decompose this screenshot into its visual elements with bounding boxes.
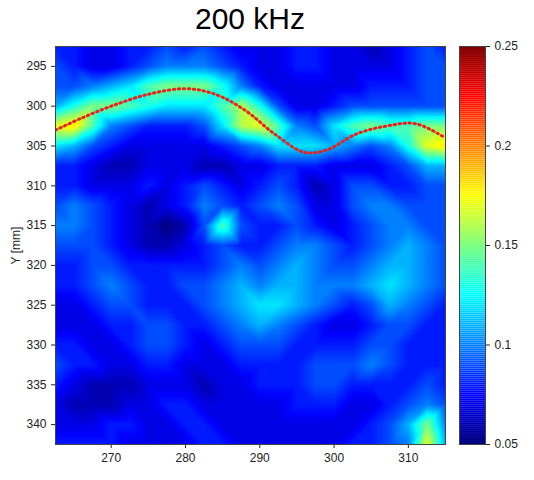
svg-text:0.2: 0.2 xyxy=(495,139,512,153)
svg-text:300: 300 xyxy=(26,99,46,113)
svg-text:300: 300 xyxy=(324,451,344,465)
svg-text:310: 310 xyxy=(26,179,46,193)
svg-text:290: 290 xyxy=(250,451,270,465)
html-text:200 kHz: 200 kHz xyxy=(195,2,305,35)
svg-text:340: 340 xyxy=(26,417,46,431)
svg-text:325: 325 xyxy=(26,298,46,312)
svg-text:330: 330 xyxy=(26,338,46,352)
svg-text:0.15: 0.15 xyxy=(495,238,519,252)
svg-text:280: 280 xyxy=(175,451,195,465)
svg-text:270: 270 xyxy=(101,451,121,465)
svg-text:0.05: 0.05 xyxy=(495,437,519,451)
svg-text:320: 320 xyxy=(26,258,46,272)
svg-text:315: 315 xyxy=(26,218,46,232)
svg-text:295: 295 xyxy=(26,59,46,73)
svg-text:305: 305 xyxy=(26,139,46,153)
svg-text:Y [mm]: Y [mm] xyxy=(9,227,23,265)
svg-text:0.25: 0.25 xyxy=(495,40,519,53)
svg-text:335: 335 xyxy=(26,378,46,392)
svg-text:0.1: 0.1 xyxy=(495,338,512,352)
svg-text:310: 310 xyxy=(398,451,418,465)
